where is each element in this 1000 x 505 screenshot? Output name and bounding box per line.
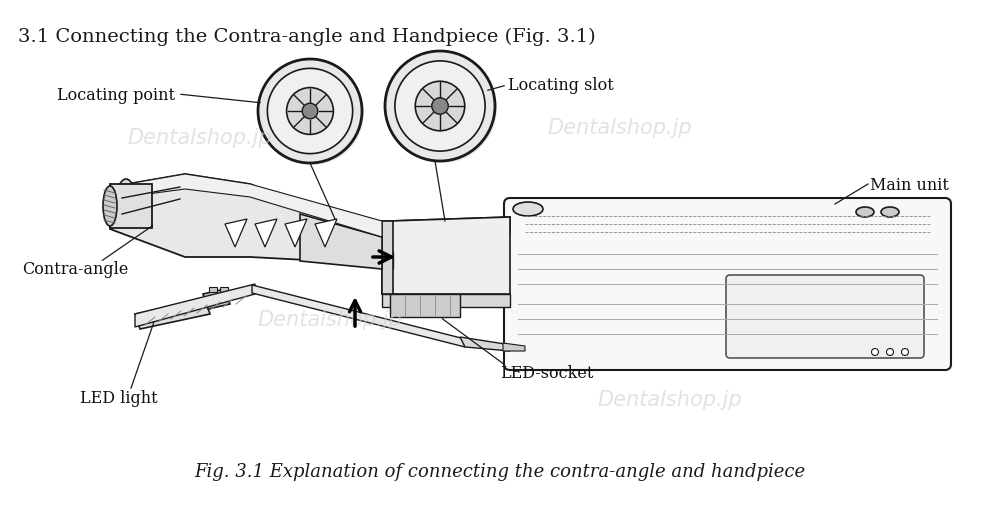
Circle shape	[260, 62, 364, 166]
Polygon shape	[503, 343, 525, 351]
Text: LED light: LED light	[80, 389, 158, 406]
Polygon shape	[382, 294, 510, 308]
Polygon shape	[460, 337, 510, 351]
Polygon shape	[285, 220, 307, 247]
Text: Dentalshop.jp: Dentalshop.jp	[548, 118, 692, 138]
Circle shape	[302, 104, 318, 120]
Polygon shape	[382, 222, 390, 294]
Polygon shape	[110, 175, 382, 237]
Polygon shape	[135, 284, 255, 327]
Circle shape	[387, 54, 497, 164]
Text: Contra-angle: Contra-angle	[22, 261, 128, 278]
Circle shape	[395, 62, 485, 152]
Text: Dentalshop.jp: Dentalshop.jp	[128, 128, 272, 147]
Text: Dentalshop.jp: Dentalshop.jp	[258, 310, 402, 329]
Polygon shape	[255, 220, 277, 247]
Polygon shape	[300, 215, 382, 270]
Circle shape	[872, 349, 879, 356]
Circle shape	[902, 349, 908, 356]
Bar	[383, 252, 393, 269]
Text: Fig. 3.1 Explanation of connecting the contra-angle and handpiece: Fig. 3.1 Explanation of connecting the c…	[194, 462, 806, 480]
Circle shape	[287, 88, 333, 135]
Text: Locating slot: Locating slot	[508, 76, 614, 93]
Text: 3.1 Connecting the Contra-angle and Handpiece (Fig. 3.1): 3.1 Connecting the Contra-angle and Hand…	[18, 28, 596, 46]
Text: Dentalshop.jp: Dentalshop.jp	[598, 389, 742, 409]
Circle shape	[267, 69, 353, 155]
Polygon shape	[135, 299, 210, 329]
Bar	[220, 287, 228, 292]
Polygon shape	[203, 289, 230, 310]
Circle shape	[385, 52, 495, 162]
Polygon shape	[390, 218, 510, 294]
Bar	[209, 287, 217, 292]
Text: Locating point: Locating point	[57, 86, 175, 104]
Polygon shape	[252, 285, 465, 347]
Polygon shape	[390, 294, 460, 317]
Circle shape	[887, 349, 894, 356]
Ellipse shape	[881, 208, 899, 218]
Polygon shape	[315, 220, 337, 247]
Ellipse shape	[513, 203, 543, 217]
FancyBboxPatch shape	[504, 198, 951, 370]
Polygon shape	[382, 222, 393, 294]
Text: Main unit: Main unit	[870, 176, 949, 193]
Ellipse shape	[103, 187, 117, 227]
Circle shape	[258, 60, 362, 164]
Polygon shape	[110, 175, 382, 265]
Ellipse shape	[117, 180, 135, 218]
Circle shape	[432, 98, 448, 115]
Text: LED-socket: LED-socket	[500, 364, 593, 381]
Polygon shape	[225, 220, 247, 247]
Bar	[110, 185, 152, 229]
FancyBboxPatch shape	[726, 275, 924, 358]
Polygon shape	[390, 218, 510, 239]
Ellipse shape	[856, 208, 874, 218]
Circle shape	[415, 82, 465, 131]
